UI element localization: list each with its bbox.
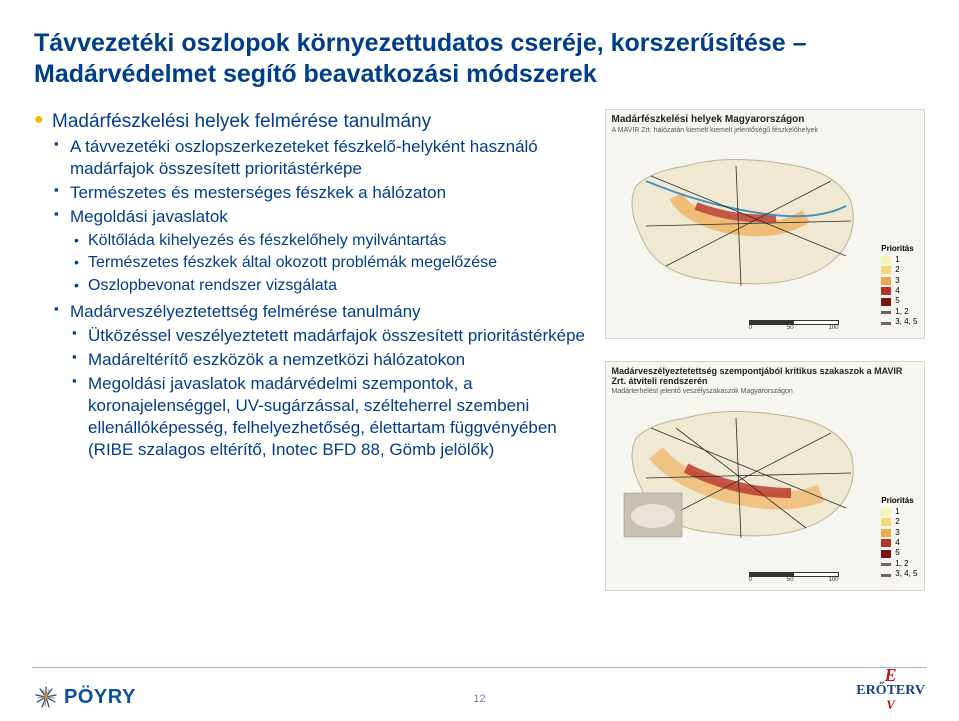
scale-label: 0 bbox=[749, 325, 752, 331]
map1-svg bbox=[616, 146, 866, 296]
slide: Távvezetéki oszlopok környezettudatos cs… bbox=[0, 0, 959, 721]
bullet-list-level3: Költőláda kihelyezés és fészkelőhely myi… bbox=[70, 231, 594, 297]
map1-subtitle: A MAVIR Zrt. hálózatán kiemelt kiemelt j… bbox=[606, 127, 924, 138]
legend-label: 5 bbox=[895, 548, 899, 558]
bullet-l2-text: Természetes és mesterséges fészkek a hál… bbox=[70, 183, 446, 202]
image-column: Madárfészkelési helyek Magyarországon A … bbox=[604, 109, 925, 591]
map-1: Madárfészkelési helyek Magyarországon A … bbox=[605, 109, 925, 339]
map2-legend: Prioritás 1 2 3 4 5 1, 2 3, 4, 5 bbox=[881, 496, 917, 580]
bullet-l2-item: Megoldási javaslatok madárvédelmi szempo… bbox=[70, 373, 594, 461]
bullet-l1-text: Madárfészkelési helyek felmérése tanulmá… bbox=[52, 111, 431, 132]
page-number: 12 bbox=[473, 693, 485, 705]
legend-row: 3, 4, 5 bbox=[881, 317, 917, 327]
legend-label: 1 bbox=[895, 255, 899, 265]
legend-row: 1, 2 bbox=[881, 559, 917, 569]
bullet-l3-item: Oszlopbevonat rendszer vizsgálata bbox=[70, 276, 594, 297]
bullet-l3-text: Oszlopbevonat rendszer vizsgálata bbox=[88, 277, 337, 294]
legend-label: 3 bbox=[895, 276, 899, 286]
legend-label: 5 bbox=[895, 296, 899, 306]
bullet-l3-text: Természetes fészkek által okozott problé… bbox=[88, 254, 497, 271]
bullet-l2-text: Megoldási javaslatok madárvédelmi szempo… bbox=[88, 374, 557, 459]
map2-title: Madárveszélyeztetettség szempontjából kr… bbox=[606, 362, 924, 388]
bullet-l2-item: Madáreltérítő eszközök a nemzetközi háló… bbox=[70, 349, 594, 371]
bullet-l2-item: A távvezetéki oszlopszerkezeteket fészke… bbox=[52, 136, 594, 180]
legend-label: 3, 4, 5 bbox=[895, 317, 917, 327]
map2-inset-bird bbox=[631, 504, 675, 528]
legend-label: 3, 4, 5 bbox=[895, 569, 917, 579]
legend-row: 5 bbox=[881, 296, 917, 306]
map2-scalebar: 0 50 100 bbox=[749, 572, 839, 582]
legend-row: 1 bbox=[881, 507, 917, 517]
bullet-l3-item: Költőláda kihelyezés és fészkelőhely myi… bbox=[70, 231, 594, 252]
eroterv-logo: E ERŐTERV V bbox=[856, 666, 925, 711]
scale-label: 100 bbox=[829, 577, 839, 583]
footer-divider bbox=[32, 667, 927, 668]
bullet-l2-item: Természetes és mesterséges fészkek a hál… bbox=[52, 182, 594, 204]
scale-label: 50 bbox=[787, 325, 794, 331]
legend-row: 4 bbox=[881, 286, 917, 296]
bullet-l2-text: A távvezetéki oszlopszerkezeteket fészke… bbox=[70, 137, 538, 178]
text-column: Madárfészkelési helyek felmérése tanulmá… bbox=[34, 109, 594, 591]
poyry-text: PÖYRY bbox=[64, 686, 136, 709]
legend-label: 4 bbox=[895, 286, 899, 296]
bullet-l2-text: Madáreltérítő eszközök a nemzetközi háló… bbox=[88, 350, 465, 369]
legend-label: 4 bbox=[895, 538, 899, 548]
slide-title: Távvezetéki oszlopok környezettudatos cs… bbox=[34, 28, 925, 91]
legend-label: 1, 2 bbox=[895, 307, 908, 317]
scale-label: 50 bbox=[787, 577, 794, 583]
bullet-l2-item: Megoldási javaslatok Költőláda kihelyezé… bbox=[52, 206, 594, 296]
map2-legend-title: Prioritás bbox=[881, 496, 917, 505]
content-row: Madárfészkelési helyek felmérése tanulmá… bbox=[34, 109, 925, 591]
poyry-logo: PÖYRY bbox=[34, 685, 136, 709]
bullet-l2-item: Ütközéssel veszélyeztetett madárfajok ös… bbox=[70, 325, 594, 347]
legend-row: 3, 4, 5 bbox=[881, 569, 917, 579]
bullet-l2-text: Megoldási javaslatok bbox=[70, 207, 228, 226]
bullet-l1-item: Madárfészkelési helyek felmérése tanulmá… bbox=[34, 109, 594, 297]
bullet-list-level1: Madárfészkelési helyek felmérése tanulmá… bbox=[34, 109, 594, 297]
eroterv-main: ERŐTERV bbox=[856, 684, 925, 698]
map1-scalebar: 0 50 100 bbox=[749, 320, 839, 330]
legend-label: 2 bbox=[895, 517, 899, 527]
bullet-l2-item: Madárveszélyeztetettség felmérése tanulm… bbox=[52, 301, 594, 462]
legend-row: 1 bbox=[881, 255, 917, 265]
bullet-l2-text: Ütközéssel veszélyeztetett madárfajok ös… bbox=[88, 326, 585, 345]
eroterv-bot: V bbox=[856, 698, 925, 711]
legend-row: 3 bbox=[881, 528, 917, 538]
bullet-list-level2-sub: Ütközéssel veszélyeztetett madárfajok ös… bbox=[70, 325, 594, 462]
bullet-list-level2: A távvezetéki oszlopszerkezeteket fészke… bbox=[52, 136, 594, 297]
map1-legend-title: Prioritás bbox=[881, 244, 917, 253]
legend-row: 5 bbox=[881, 548, 917, 558]
map-2: Madárveszélyeztetettség szempontjából kr… bbox=[605, 361, 925, 591]
bullet-l3-text: Költőláda kihelyezés és fészkelőhely myi… bbox=[88, 232, 446, 249]
legend-row: 4 bbox=[881, 538, 917, 548]
legend-row: 2 bbox=[881, 517, 917, 527]
scale-label: 0 bbox=[749, 577, 752, 583]
legend-row: 2 bbox=[881, 265, 917, 275]
legend-label: 3 bbox=[895, 528, 899, 538]
bullet-list-level2b: Madárveszélyeztetettség felmérése tanulm… bbox=[52, 301, 594, 462]
legend-label: 2 bbox=[895, 265, 899, 275]
legend-label: 1 bbox=[895, 507, 899, 517]
map1-title: Madárfészkelési helyek Magyarországon bbox=[606, 110, 924, 127]
legend-row: 3 bbox=[881, 276, 917, 286]
footer: PÖYRY 12 E ERŐTERV V bbox=[0, 667, 959, 721]
scale-label: 100 bbox=[829, 325, 839, 331]
eroterv-top: E bbox=[856, 666, 925, 684]
poyry-burst-icon bbox=[34, 685, 58, 709]
map2-svg bbox=[616, 398, 866, 548]
bullet-l2-text: Madárveszélyeztetettség felmérése tanulm… bbox=[70, 302, 421, 321]
legend-label: 1, 2 bbox=[895, 559, 908, 569]
map1-legend: Prioritás 1 2 3 4 5 1, 2 3, 4, 5 bbox=[881, 244, 917, 328]
bullet-l3-item: Természetes fészkek által okozott problé… bbox=[70, 253, 594, 274]
legend-row: 1, 2 bbox=[881, 307, 917, 317]
